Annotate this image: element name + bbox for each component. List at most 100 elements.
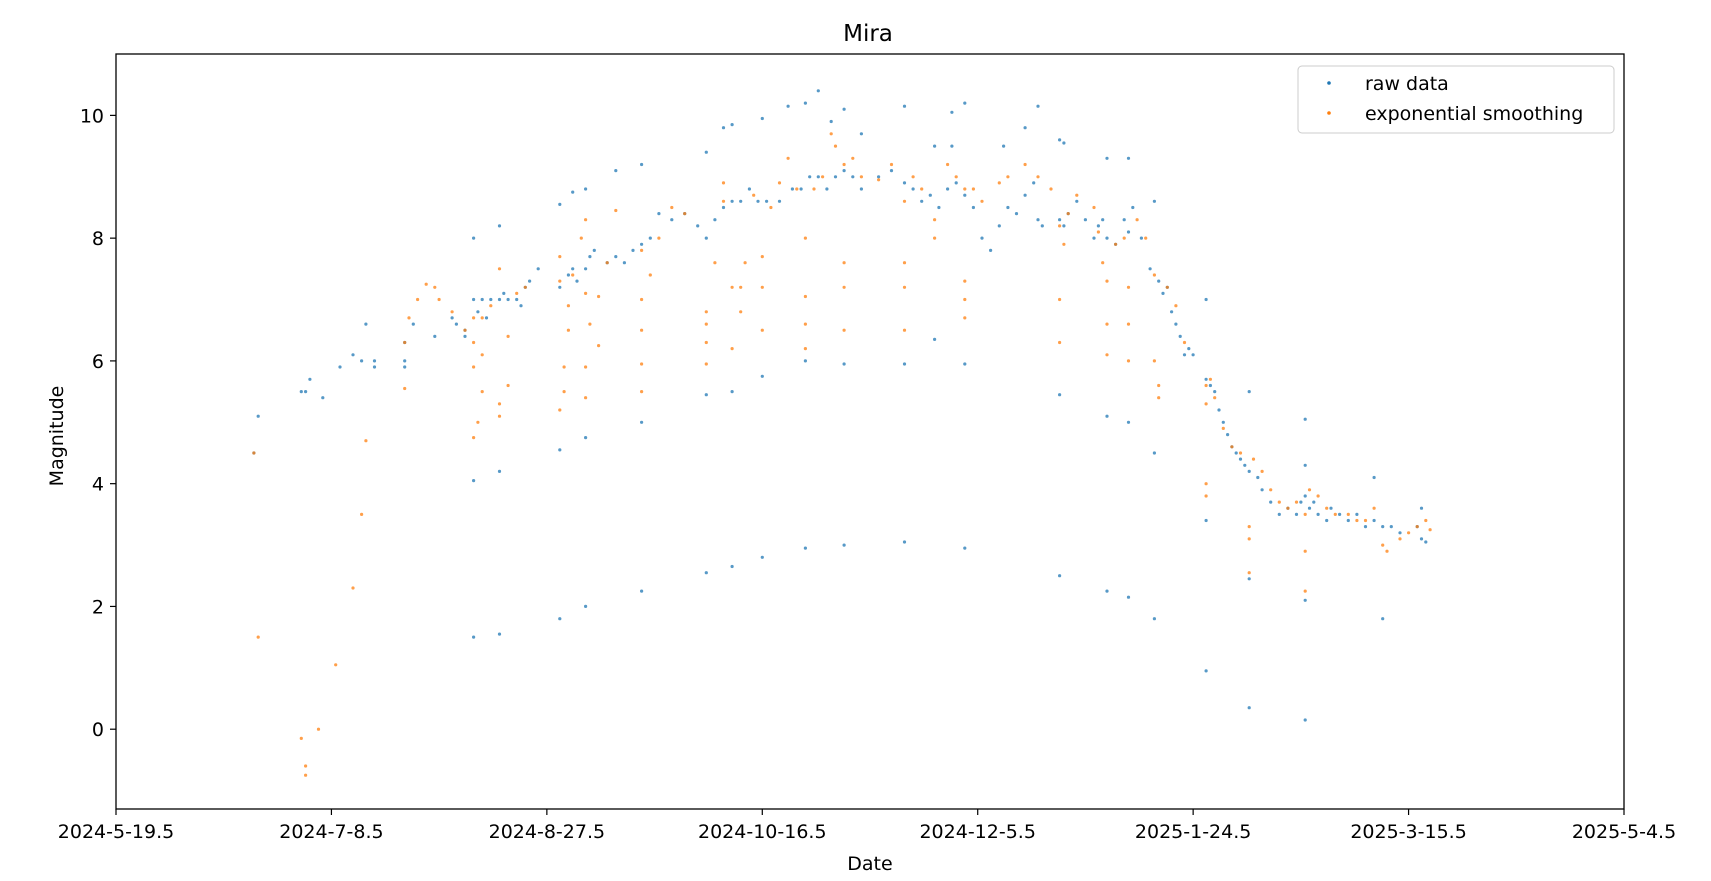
- data-point: [1247, 390, 1251, 394]
- data-point: [1204, 297, 1208, 302]
- data-point: [1152, 359, 1156, 363]
- data-point: [575, 279, 579, 283]
- data-point: [946, 162, 950, 167]
- data-point: [304, 773, 308, 777]
- data-point: [1152, 199, 1156, 203]
- data-point: [1058, 218, 1062, 222]
- data-point: [803, 347, 808, 351]
- data-point: [1294, 512, 1299, 517]
- data-point: [1049, 187, 1053, 191]
- data-point: [1075, 193, 1079, 197]
- data-point: [1058, 297, 1062, 302]
- data-point: [1316, 512, 1320, 517]
- data-point: [463, 334, 467, 338]
- data-point: [786, 156, 790, 160]
- data-point: [799, 187, 803, 191]
- data-point: [472, 479, 476, 483]
- data-point: [558, 448, 562, 452]
- data-point: [842, 543, 846, 547]
- data-point: [351, 353, 355, 357]
- data-point: [403, 340, 407, 345]
- data-point: [777, 199, 782, 203]
- data-point: [933, 218, 937, 222]
- data-point: [670, 218, 674, 222]
- data-point: [592, 248, 596, 252]
- data-point: [721, 205, 726, 210]
- data-point: [752, 193, 756, 197]
- data-point: [946, 187, 950, 191]
- series-raw-data: [252, 89, 1428, 722]
- data-point: [1105, 414, 1109, 418]
- data-point: [1036, 218, 1040, 222]
- data-point: [842, 362, 846, 366]
- data-point: [1389, 525, 1393, 529]
- data-point: [1303, 598, 1307, 602]
- data-point: [334, 663, 338, 667]
- data-point: [584, 187, 588, 191]
- data-point: [1269, 500, 1273, 504]
- data-point: [1247, 706, 1251, 710]
- data-point: [859, 187, 864, 191]
- data-point: [1385, 549, 1389, 553]
- data-point: [256, 414, 260, 418]
- data-point: [463, 328, 467, 332]
- data-point: [515, 291, 519, 295]
- data-point: [739, 310, 743, 314]
- data-point: [528, 279, 532, 283]
- data-point: [597, 344, 601, 348]
- data-point: [1182, 340, 1187, 345]
- x-tick-label: 2025-1-24.5: [1135, 821, 1251, 843]
- data-point: [902, 328, 907, 332]
- data-point: [704, 322, 708, 326]
- data-point: [963, 187, 967, 191]
- data-point: [889, 162, 894, 167]
- data-point: [704, 362, 708, 366]
- data-point: [950, 144, 954, 148]
- data-point: [299, 736, 303, 741]
- data-point: [1303, 718, 1307, 722]
- data-point: [928, 193, 932, 197]
- data-point: [1381, 617, 1385, 621]
- data-point: [1126, 595, 1131, 599]
- data-point: [747, 187, 752, 191]
- data-point: [1122, 236, 1126, 240]
- x-tick-label: 2025-5-4.5: [1572, 821, 1676, 843]
- data-point: [1191, 353, 1195, 357]
- data-point: [721, 181, 726, 185]
- data-point: [803, 322, 808, 326]
- y-tick-label: 0: [92, 719, 104, 741]
- data-point: [963, 193, 967, 197]
- data-point: [1303, 417, 1307, 421]
- data-point: [1299, 500, 1303, 504]
- data-point: [803, 294, 808, 299]
- data-point: [433, 285, 437, 289]
- data-point: [584, 218, 588, 222]
- data-point: [1419, 537, 1424, 541]
- data-point: [1307, 506, 1312, 510]
- data-point: [760, 328, 764, 332]
- data-point: [704, 340, 708, 345]
- data-point: [1303, 512, 1307, 517]
- data-point: [911, 175, 915, 179]
- data-point: [670, 205, 674, 210]
- data-point: [704, 571, 708, 575]
- data-point: [372, 365, 377, 369]
- data-point: [933, 337, 937, 341]
- data-point: [730, 199, 734, 203]
- data-point: [730, 347, 734, 351]
- data-point: [902, 261, 907, 265]
- data-point: [304, 764, 308, 768]
- data-point: [640, 248, 644, 252]
- data-point: [1226, 433, 1230, 437]
- data-point: [640, 420, 644, 424]
- data-point: [614, 169, 618, 173]
- data-point: [1415, 525, 1419, 529]
- data-point: [1372, 518, 1376, 523]
- data-point: [497, 469, 502, 473]
- data-point: [933, 144, 937, 148]
- data-point: [1303, 589, 1307, 593]
- data-point: [571, 190, 575, 194]
- data-point: [1058, 393, 1062, 397]
- data-point: [704, 150, 708, 154]
